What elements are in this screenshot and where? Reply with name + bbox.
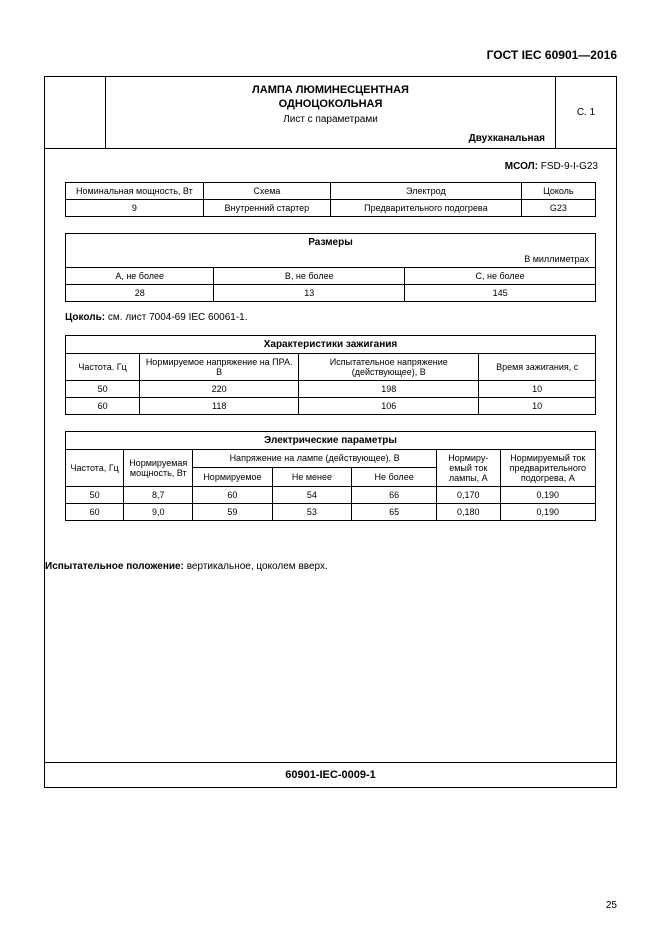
col-cap: Цоколь <box>521 182 595 199</box>
cell: 0,180 <box>436 503 500 520</box>
col-b: B, не более <box>214 267 405 284</box>
cell: 60 <box>66 397 140 414</box>
col-norm-v: Нормируемое напряжение на ПРА. В <box>140 353 299 380</box>
cell: 0,190 <box>500 486 595 503</box>
msol-label: МСОЛ: <box>505 161 538 172</box>
col-v-norm: Нормируемое <box>193 468 273 487</box>
cell: 59 <box>193 503 273 520</box>
dims-title: Размеры <box>66 233 596 251</box>
header-center: ЛАМПА ЛЮМИНЕСЦЕНТНАЯ ОДНОЦОКОЛЬНАЯ Лист … <box>106 77 556 148</box>
table-row: 50 220 198 10 <box>66 380 596 397</box>
col-time: Время зажигания, с <box>479 353 596 380</box>
col-v-min: Не менее <box>272 468 352 487</box>
col-freq: Частота, Гц <box>66 449 124 486</box>
cell: 65 <box>352 503 437 520</box>
cell: 9,0 <box>124 503 193 520</box>
cell: 145 <box>405 284 596 301</box>
cell: 13 <box>214 284 405 301</box>
cell: 53 <box>272 503 352 520</box>
col-preheat: Нормируемый ток предварительного подогре… <box>500 449 595 486</box>
col-freq: Частота. Гц <box>66 353 140 380</box>
cap-note: Цоколь: см. лист 7004-69 IEC 60061-1. <box>65 302 596 327</box>
cell: 50 <box>66 486 124 503</box>
table-row: 60 9,0 59 53 65 0,180 0,190 <box>66 503 596 520</box>
cap-note-text: см. лист 7004-69 IEC 60061-1. <box>108 312 248 323</box>
cell: 0,190 <box>500 503 595 520</box>
col-power: Нормируемая мощность, Вт <box>124 449 193 486</box>
cell: 198 <box>299 380 479 397</box>
page-number: 25 <box>606 900 617 911</box>
footer-code: 60901-IEC-0009-1 <box>45 762 616 787</box>
dimensions-table: Размеры В миллиметрах A, не более B, не … <box>65 233 596 302</box>
cap-note-label: Цоколь: <box>65 312 105 323</box>
cell: 9 <box>66 199 204 216</box>
test-position: Испытательное положение: вертикальное, ц… <box>45 561 596 572</box>
cell: 66 <box>352 486 437 503</box>
cell: 118 <box>140 397 299 414</box>
general-params-table: Номинальная мощность, Вт Схема Электрод … <box>65 182 596 217</box>
col-v-max: Не более <box>352 468 437 487</box>
cell: 106 <box>299 397 479 414</box>
cell: G23 <box>521 199 595 216</box>
document-id: ГОСТ IEC 60901—2016 <box>44 48 617 62</box>
title-line-2: ОДНОЦОКОЛЬНАЯ <box>110 97 551 111</box>
table-row: 28 13 145 <box>66 284 596 301</box>
electrical-table: Электрические параметры Частота, Гц Норм… <box>65 431 596 521</box>
cell: Предварительного подогрева <box>330 199 521 216</box>
table-row: 60 118 106 10 <box>66 397 596 414</box>
ignition-table: Характеристики зажигания Частота. Гц Нор… <box>65 335 596 415</box>
table-row: 50 8,7 60 54 66 0,170 0,190 <box>66 486 596 503</box>
cell: 50 <box>66 380 140 397</box>
cell: 54 <box>272 486 352 503</box>
msol-line: МСОЛ: FSD-9-I-G23 <box>45 149 616 182</box>
cell: 28 <box>66 284 214 301</box>
col-electrode: Электрод <box>330 182 521 199</box>
cell: 60 <box>193 486 273 503</box>
cell: 220 <box>140 380 299 397</box>
dual-channel-label: Двухканальная <box>110 133 551 144</box>
subtitle: Лист с параметрами <box>110 114 551 125</box>
cell: 10 <box>479 397 596 414</box>
col-voltage-group: Напряжение на лампе (действующее), В <box>193 449 437 468</box>
msol-value: FSD-9-I-G23 <box>541 161 598 172</box>
cell: Внутренний стартер <box>203 199 330 216</box>
datasheet-frame: ЛАМПА ЛЮМИНЕСЦЕНТНАЯ ОДНОЦОКОЛЬНАЯ Лист … <box>44 76 617 788</box>
content-area: МСОЛ: FSD-9-I-G23 Номинальная мощность, … <box>45 149 616 572</box>
title-line-1: ЛАМПА ЛЮМИНЕСЦЕНТНАЯ <box>110 83 551 97</box>
test-position-text: вертикальное, цоколем вверх. <box>187 561 328 572</box>
test-position-label: Испытательное положение: <box>45 561 184 572</box>
col-a: A, не более <box>66 267 214 284</box>
cell: 10 <box>479 380 596 397</box>
cell: 8,7 <box>124 486 193 503</box>
cell: 0,170 <box>436 486 500 503</box>
table-row: 9 Внутренний стартер Предварительного по… <box>66 199 596 216</box>
col-scheme: Схема <box>203 182 330 199</box>
col-current: Нормиру­емый ток лампы, А <box>436 449 500 486</box>
col-c: C, не более <box>405 267 596 284</box>
dims-unit: В миллиметрах <box>66 251 596 268</box>
header-row: ЛАМПА ЛЮМИНЕСЦЕНТНАЯ ОДНОЦОКОЛЬНАЯ Лист … <box>45 77 616 149</box>
cell: 60 <box>66 503 124 520</box>
col-power: Номинальная мощность, Вт <box>66 182 204 199</box>
sheet-number: С. 1 <box>556 77 616 148</box>
ignition-title: Характеристики зажигания <box>66 335 596 353</box>
electrical-title: Электрические параметры <box>66 431 596 449</box>
col-test-v: Испытательное напряжение (действующее), … <box>299 353 479 380</box>
header-left-blank <box>45 77 106 148</box>
